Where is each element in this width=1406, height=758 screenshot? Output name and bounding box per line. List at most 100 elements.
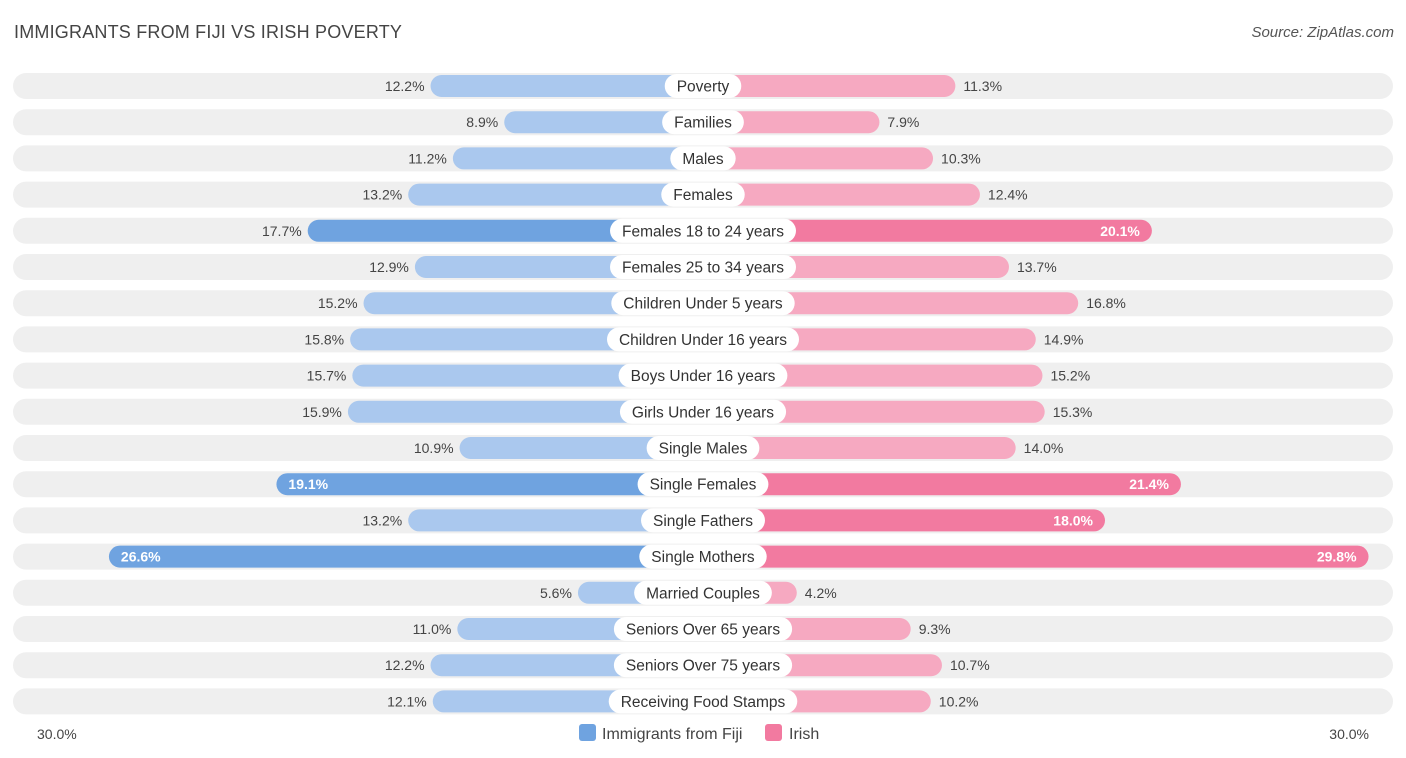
axis-label-right: 30.0% bbox=[1329, 726, 1369, 742]
bar-row: 17.7% 20.1% Females 18 to 24 years bbox=[13, 217, 1393, 244]
category-label: Families bbox=[674, 115, 732, 132]
bar-fiji bbox=[452, 147, 703, 170]
value-label-irish: 20.1% bbox=[1100, 223, 1140, 239]
value-label-fiji: 10.9% bbox=[414, 440, 454, 456]
value-label-fiji: 13.2% bbox=[362, 187, 402, 203]
bar-irish bbox=[703, 183, 980, 206]
value-label-fiji: 15.8% bbox=[304, 331, 344, 347]
value-label-fiji: 17.7% bbox=[262, 223, 302, 239]
bar-irish bbox=[703, 509, 1105, 532]
legend-label-fiji: Immigrants from Fiji bbox=[602, 726, 742, 743]
value-label-irish: 18.0% bbox=[1053, 512, 1093, 528]
bar-irish bbox=[703, 292, 1079, 315]
category-pill bbox=[619, 399, 787, 424]
value-label-irish: 4.2% bbox=[805, 585, 837, 601]
category-label: Females bbox=[673, 187, 733, 204]
legend-swatch-irish bbox=[765, 724, 782, 741]
category-pill bbox=[639, 544, 767, 569]
value-label-irish: 10.7% bbox=[950, 657, 990, 673]
value-label-irish: 29.8% bbox=[1317, 549, 1357, 565]
value-label-fiji: 19.1% bbox=[288, 476, 328, 492]
category-pill bbox=[661, 182, 745, 207]
bar-fiji bbox=[276, 473, 703, 496]
bar-row: 15.7% 15.2% Boys Under 16 years bbox=[13, 362, 1393, 389]
category-label: Married Couples bbox=[646, 585, 760, 602]
bar-row: 5.6% 4.2% Married Couples bbox=[13, 579, 1393, 606]
category-label: Single Females bbox=[650, 477, 757, 494]
bar-fiji bbox=[408, 183, 703, 206]
bar-irish bbox=[703, 364, 1043, 387]
value-label-fiji: 26.6% bbox=[121, 549, 161, 565]
bar-row: 26.6% 29.8% Single Mothers bbox=[13, 543, 1393, 570]
bar-row: 11.0% 9.3% Seniors Over 65 years bbox=[13, 616, 1393, 642]
value-label-fiji: 15.7% bbox=[307, 368, 347, 384]
category-label: Boys Under 16 years bbox=[631, 368, 776, 385]
bar-row: 15.8% 14.9% Children Under 16 years bbox=[13, 326, 1393, 353]
category-pill bbox=[618, 363, 788, 388]
value-label-irish: 16.8% bbox=[1086, 295, 1126, 311]
value-label-fiji: 12.2% bbox=[385, 78, 425, 94]
value-label-irish: 21.4% bbox=[1129, 476, 1169, 492]
category-label: Seniors Over 65 years bbox=[626, 622, 780, 639]
value-label-irish: 10.3% bbox=[941, 150, 981, 166]
category-label: Children Under 16 years bbox=[619, 332, 787, 349]
bar-row: 12.1% 10.2% Receiving Food Stamps bbox=[13, 688, 1393, 715]
category-label: Males bbox=[682, 151, 724, 168]
category-pill bbox=[641, 508, 765, 533]
category-pill bbox=[646, 436, 760, 460]
bar-irish bbox=[703, 437, 1016, 459]
value-label-fiji: 12.9% bbox=[369, 259, 409, 275]
value-label-irish: 12.4% bbox=[988, 187, 1028, 203]
category-label: Single Fathers bbox=[653, 513, 753, 530]
bar-row: 12.9% 13.7% Females 25 to 34 years bbox=[13, 254, 1393, 280]
bar-row: 15.2% 16.8% Children Under 5 years bbox=[13, 290, 1393, 317]
category-label: Children Under 5 years bbox=[623, 296, 783, 313]
value-label-fiji: 12.1% bbox=[387, 693, 427, 709]
bar-irish bbox=[703, 75, 956, 97]
bar-irish bbox=[703, 400, 1045, 423]
category-pill bbox=[634, 580, 772, 605]
category-pill bbox=[608, 689, 798, 714]
value-label-irish: 11.3% bbox=[963, 78, 1002, 94]
category-label: Seniors Over 75 years bbox=[626, 658, 780, 675]
axis-label-left: 30.0% bbox=[37, 726, 77, 742]
category-pill bbox=[610, 218, 796, 243]
bar-row: 15.9% 15.3% Girls Under 16 years bbox=[13, 398, 1393, 425]
category-label: Single Mothers bbox=[651, 549, 755, 566]
value-label-irish: 14.0% bbox=[1024, 440, 1064, 456]
bar-irish bbox=[703, 219, 1152, 242]
category-pill bbox=[670, 146, 736, 171]
bar-row: 13.2% 18.0% Single Fathers bbox=[13, 507, 1393, 534]
value-label-irish: 13.7% bbox=[1017, 259, 1057, 275]
bar-row: 13.2% 12.4% Females bbox=[13, 181, 1393, 208]
bar-fiji bbox=[430, 75, 703, 97]
bar-irish bbox=[703, 473, 1181, 496]
value-label-irish: 15.3% bbox=[1053, 404, 1093, 420]
value-label-fiji: 15.2% bbox=[318, 295, 358, 311]
bar-row: 19.1% 21.4% Single Females bbox=[13, 471, 1393, 498]
bar-fiji bbox=[307, 219, 703, 242]
category-pill bbox=[610, 255, 796, 279]
value-label-fiji: 11.2% bbox=[408, 150, 447, 166]
category-label: Single Males bbox=[659, 441, 748, 458]
value-label-irish: 14.9% bbox=[1044, 331, 1084, 347]
value-label-fiji: 11.0% bbox=[413, 621, 452, 637]
category-pill bbox=[637, 472, 769, 497]
bar-fiji bbox=[352, 364, 703, 387]
value-label-fiji: 8.9% bbox=[466, 114, 498, 130]
value-label-irish: 7.9% bbox=[887, 114, 919, 130]
chart-source: Source: ZipAtlas.com bbox=[1251, 24, 1394, 41]
bar-irish bbox=[703, 111, 880, 134]
category-pill bbox=[606, 327, 800, 352]
value-label-fiji: 13.2% bbox=[362, 512, 402, 528]
category-pill bbox=[664, 74, 742, 98]
value-label-fiji: 12.2% bbox=[385, 657, 425, 673]
bar-irish bbox=[703, 147, 934, 170]
legend-label-irish: Irish bbox=[789, 726, 819, 743]
category-label: Poverty bbox=[677, 79, 730, 96]
category-label: Females 25 to 34 years bbox=[622, 260, 784, 277]
category-label: Females 18 to 24 years bbox=[622, 223, 784, 240]
value-label-irish: 15.2% bbox=[1050, 368, 1090, 384]
bar-fiji bbox=[504, 111, 703, 134]
